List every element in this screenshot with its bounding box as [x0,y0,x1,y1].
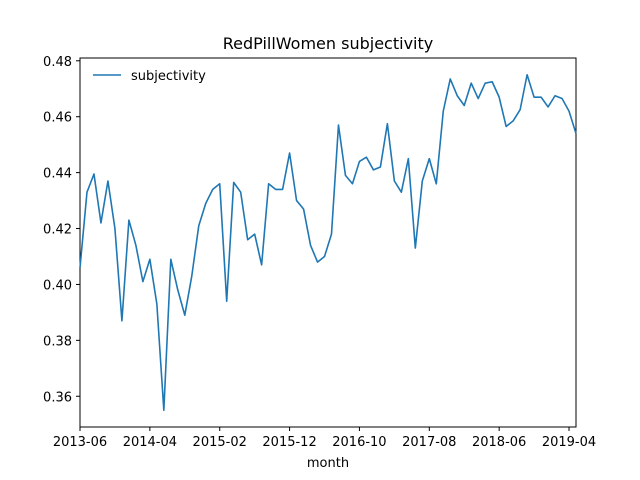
x-tick-label: 2017-08 [402,435,456,450]
x-tick-label: 2015-12 [262,435,316,450]
x-tick-label: 2018-06 [472,435,526,450]
y-tick-label: 0.44 [43,167,72,182]
x-axis: 2013-06 2014-04 2015-02 2015-12 2016-10 2017-… [53,427,596,450]
x-tick-label: 2019-04 [542,435,596,450]
x-tick-label: 2013-06 [53,435,107,450]
y-tick-label: 0.38 [43,334,72,349]
x-tick-label: 2016-10 [332,435,386,450]
y-tick-label: 0.48 [43,55,72,70]
chart-title: RedPillWomen subjectivity [223,34,433,53]
y-tick-label: 0.42 [43,223,72,238]
x-axis-title: month [307,456,349,471]
legend-label-subjectivity: subjectivity [131,69,206,84]
y-axis: 0.36 0.38 0.40 0.42 0.44 0.46 0.48 [43,55,80,405]
y-tick-label: 0.36 [43,390,72,405]
x-tick-label: 2015-02 [193,435,247,450]
plot-frame [79,57,577,428]
legend: subjectivity [93,69,206,84]
plot-area [79,57,577,428]
x-tick-label: 2014-04 [123,435,177,450]
series-line-subjectivity [79,73,577,412]
y-tick-label: 0.46 [43,111,72,126]
y-tick-label: 0.40 [43,278,72,293]
series-points [80,75,576,410]
